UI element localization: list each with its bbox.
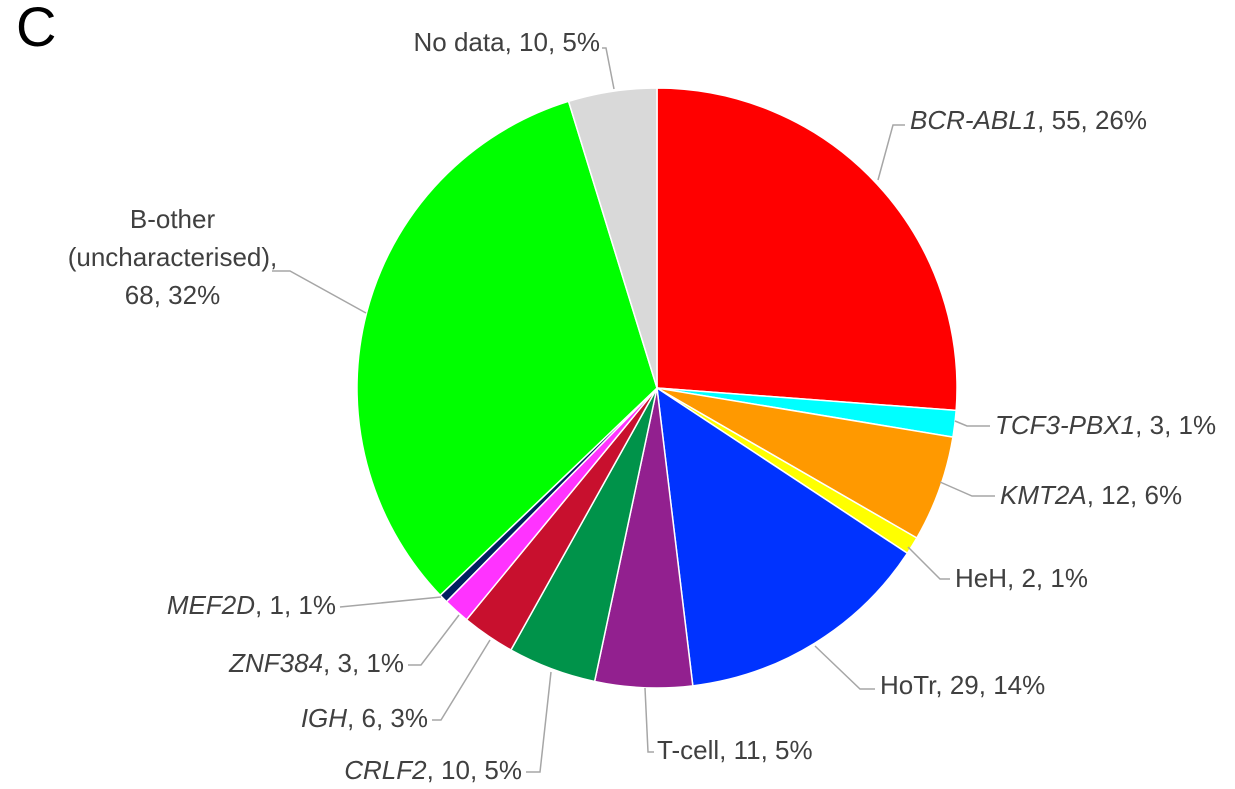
category-name: KMT2A [1000, 480, 1087, 510]
value-label: 12, 6% [1101, 480, 1183, 510]
leader-line [432, 639, 491, 721]
data-label: HeH, 2, 1% [955, 559, 1088, 597]
value-label: 11, 5% [733, 735, 813, 765]
pie-slice [656, 386, 909, 687]
value-label: 68, 32% [124, 280, 221, 310]
data-label: IGH, 6, 3% [301, 699, 428, 737]
data-label: HoTr, 29, 14% [880, 666, 1045, 704]
leader-line [339, 596, 442, 608]
data-label: B-other (uncharacterised), 68, 32% [60, 200, 285, 314]
category-name: T-cell [657, 735, 720, 765]
label-separator: , [347, 703, 362, 733]
leader-line [272, 270, 367, 314]
category-name: CRLF2 [344, 755, 427, 785]
leader-line [526, 671, 552, 773]
leader-line [939, 481, 995, 497]
pie-slice [356, 100, 658, 597]
leader-line [644, 687, 654, 753]
pie-slice [567, 87, 658, 389]
leader-line [814, 645, 875, 690]
label-separator: , [1037, 105, 1052, 135]
leader-line [408, 614, 460, 666]
data-label: KMT2A, 12, 6% [1000, 476, 1182, 514]
category-name: HeH [955, 563, 1008, 593]
category-name: BCR-ABL1 [910, 105, 1038, 135]
value-label: 6, 3% [361, 703, 429, 733]
leader-line [602, 47, 615, 90]
value-label: 55, 26% [1051, 105, 1148, 135]
value-label: 29, 14% [949, 670, 1046, 700]
value-label: 2, 1% [1021, 563, 1088, 593]
label-separator: , [719, 735, 734, 765]
label-separator: , [255, 590, 270, 620]
leader-line [954, 420, 990, 427]
category-name: B-other (uncharacterised) [67, 204, 271, 272]
label-separator: , [426, 755, 442, 785]
category-name: HoTr [880, 670, 936, 700]
label-separator: , [323, 648, 338, 678]
label-separator: , [504, 27, 520, 57]
value-label: 3, 1% [1149, 410, 1217, 440]
category-name: No data [413, 27, 505, 57]
pie-slice [656, 87, 958, 412]
category-name: IGH [300, 703, 348, 733]
label-separator: , [1086, 480, 1102, 510]
leader-line [877, 124, 905, 181]
value-label: 10, 5% [519, 27, 600, 57]
value-label: 1, 1% [269, 590, 337, 620]
label-separator: , [1007, 563, 1022, 593]
value-label: 3, 1% [337, 648, 405, 678]
data-label: No data, 10, 5% [414, 23, 600, 61]
label-separator: , [270, 242, 278, 272]
value-label: 10, 5% [441, 755, 522, 785]
label-separator: , [1135, 410, 1150, 440]
data-label: ZNF384, 3, 1% [229, 644, 404, 682]
data-label: MEF2D, 1, 1% [167, 586, 336, 624]
data-label: BCR-ABL1, 55, 26% [910, 101, 1147, 139]
label-separator: , [935, 670, 950, 700]
category-name: MEF2D [166, 590, 256, 620]
data-label: TCF3-PBX1, 3, 1% [995, 406, 1216, 444]
category-name: ZNF384 [229, 648, 324, 678]
category-name: TCF3-PBX1 [995, 410, 1136, 440]
leader-line [907, 546, 950, 580]
data-label: CRLF2, 10, 5% [344, 751, 522, 789]
data-label: T-cell, 11, 5% [657, 731, 813, 769]
panel-label: C [16, 0, 57, 58]
